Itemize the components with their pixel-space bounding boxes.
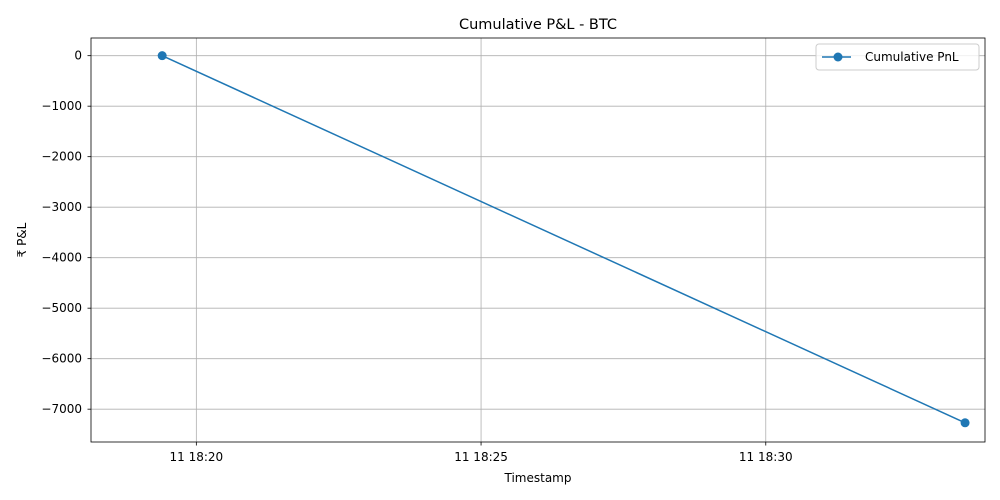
legend-entry-cumulative-pnl: Cumulative PnL: [865, 50, 959, 64]
legend-box: [815, 43, 980, 71]
y-tick-label: −6000: [41, 352, 82, 366]
legend: Cumulative PnL: [815, 43, 980, 71]
legend-marker-swatch: [833, 52, 843, 62]
x-tick-label: 11 18:30: [739, 450, 793, 464]
data-point: [960, 418, 970, 428]
x-axis-label: Timestamp: [504, 471, 572, 485]
series-line-cumulative-pnl: [161, 54, 966, 424]
plot-frame: [90, 37, 986, 443]
y-tick-label: −1000: [41, 99, 82, 113]
y-tick-label: −7000: [41, 402, 82, 416]
y-tick-label: −2000: [41, 150, 82, 164]
series-layer: [157, 51, 970, 428]
x-axis: 11 18:20 11 18:25 11 18:30: [170, 442, 793, 464]
grid: [91, 38, 985, 442]
chart-title: Cumulative P&L - BTC: [459, 17, 617, 33]
x-tick-label: 11 18:20: [170, 450, 224, 464]
y-tick-label: −5000: [41, 301, 82, 315]
y-tick-label: −4000: [41, 251, 82, 265]
x-tick-label: 11 18:25: [454, 450, 508, 464]
y-tick-label: 0: [74, 49, 82, 63]
y-axis-label: ₹ P&L: [15, 222, 29, 257]
data-point: [157, 51, 167, 61]
y-axis: 0 −1000 −2000 −3000 −4000 −5000 −6000 −7000: [41, 49, 91, 416]
y-tick-label: −3000: [41, 200, 82, 214]
